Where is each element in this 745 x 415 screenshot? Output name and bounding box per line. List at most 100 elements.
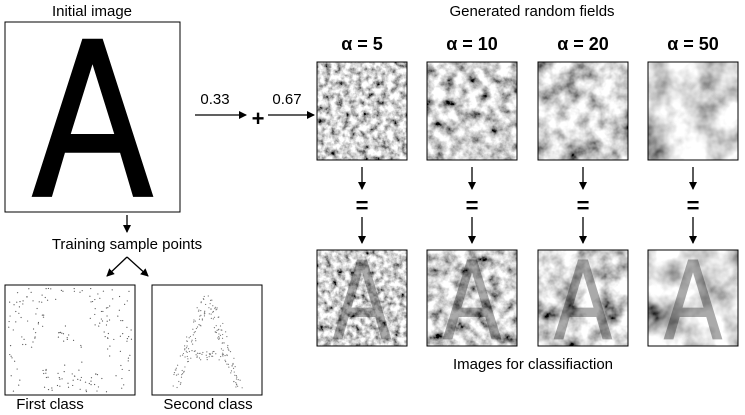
sample-dot: [107, 307, 108, 308]
sample-dot: [43, 315, 44, 316]
sample-dot: [47, 300, 48, 301]
sample-dot: [204, 311, 205, 312]
sample-dot: [194, 332, 195, 333]
sample-dot: [180, 355, 181, 356]
alpha-label: α = 20: [557, 34, 609, 54]
sample-dot: [67, 339, 68, 340]
sample-dot: [109, 319, 110, 320]
sample-dot: [216, 325, 217, 326]
sample-dot: [109, 355, 110, 356]
sample-dot: [181, 377, 182, 378]
sample-dot: [46, 288, 47, 289]
sample-dot: [41, 302, 42, 303]
sample-dot: [15, 321, 16, 322]
sample-dot: [223, 354, 224, 355]
sample-dot: [227, 345, 228, 346]
sample-dot: [195, 354, 196, 355]
sample-dot: [109, 305, 110, 306]
sample-dot: [232, 364, 233, 365]
sample-dot: [19, 306, 20, 307]
sample-dot: [215, 331, 216, 332]
sample-dot: [228, 364, 229, 365]
sample-dot: [197, 307, 198, 308]
sample-dot: [42, 326, 43, 327]
sample-dot: [105, 336, 106, 337]
sample-dot: [77, 379, 78, 380]
sample-dot: [122, 333, 123, 334]
sample-dot: [131, 339, 132, 340]
sample-dot: [228, 367, 229, 368]
sample-dot: [36, 308, 37, 309]
sample-dot: [34, 337, 35, 338]
sample-dot: [60, 332, 61, 333]
sample-dot: [59, 379, 60, 380]
sample-dot: [189, 351, 190, 352]
sample-dot: [226, 364, 227, 365]
sample-dot: [195, 350, 196, 351]
sample-dot: [81, 377, 82, 378]
sample-dot: [197, 356, 198, 357]
sample-dot: [190, 336, 191, 337]
equals-sign: =: [577, 193, 590, 218]
sample-dot: [74, 291, 75, 292]
sample-dot: [65, 325, 66, 326]
sample-dot: [98, 386, 99, 387]
sample-dot: [121, 378, 122, 379]
weight-label: 0.67: [272, 91, 301, 108]
sample-dot: [15, 311, 16, 312]
random-field: [317, 62, 407, 160]
sample-dot: [209, 356, 210, 357]
sample-dot: [68, 334, 69, 335]
sample-dot: [190, 358, 191, 359]
sample-dot: [97, 293, 98, 294]
sample-dot: [90, 381, 91, 382]
sample-dot: [210, 309, 211, 310]
sample-dot: [204, 315, 205, 316]
sample-dot: [195, 340, 196, 341]
sample-dot: [80, 389, 81, 390]
initial-title: Initial image: [52, 3, 132, 20]
sample-dot: [21, 336, 22, 337]
sample-dot: [90, 288, 91, 289]
sample-dot: [222, 350, 223, 351]
sample-dot: [45, 297, 46, 298]
sample-dot: [9, 321, 10, 322]
sample-dot: [55, 299, 56, 300]
sample-dot: [44, 387, 45, 388]
sample-dot: [112, 298, 113, 299]
sample-dot: [97, 374, 98, 375]
sample-dot: [104, 331, 105, 332]
sample-dot: [57, 373, 58, 374]
sample-dot: [120, 336, 121, 337]
sample-dot: [35, 313, 36, 314]
sample-dot: [189, 337, 190, 338]
sample-dot: [218, 316, 219, 317]
sample-dot: [73, 340, 74, 341]
sample-dot: [31, 292, 32, 293]
sample-dot: [236, 377, 237, 378]
sample-dot: [212, 356, 213, 357]
sample-dot: [9, 315, 10, 316]
sample-dot: [184, 356, 185, 357]
sample-dot: [187, 341, 188, 342]
sample-dot: [85, 389, 86, 390]
sample-dot: [211, 318, 212, 319]
sample-dot: [115, 375, 116, 376]
sample-dot: [107, 348, 108, 349]
sample-dot: [107, 338, 108, 339]
sample-dot: [200, 310, 201, 311]
sample-dot: [16, 302, 17, 303]
sample-frame: [5, 285, 135, 395]
equals-sign: =: [356, 193, 369, 218]
sample-dot: [204, 296, 205, 297]
sample-dot: [82, 290, 83, 291]
sample-dot: [193, 319, 194, 320]
sample-dot: [67, 383, 68, 384]
sample-dot: [218, 336, 219, 337]
sample-dot: [219, 338, 220, 339]
sample-dot: [80, 345, 81, 346]
weight-label: 0.33: [200, 91, 229, 108]
sample-dot: [38, 323, 39, 324]
sample-dot: [68, 387, 69, 388]
sample-dot: [42, 294, 43, 295]
